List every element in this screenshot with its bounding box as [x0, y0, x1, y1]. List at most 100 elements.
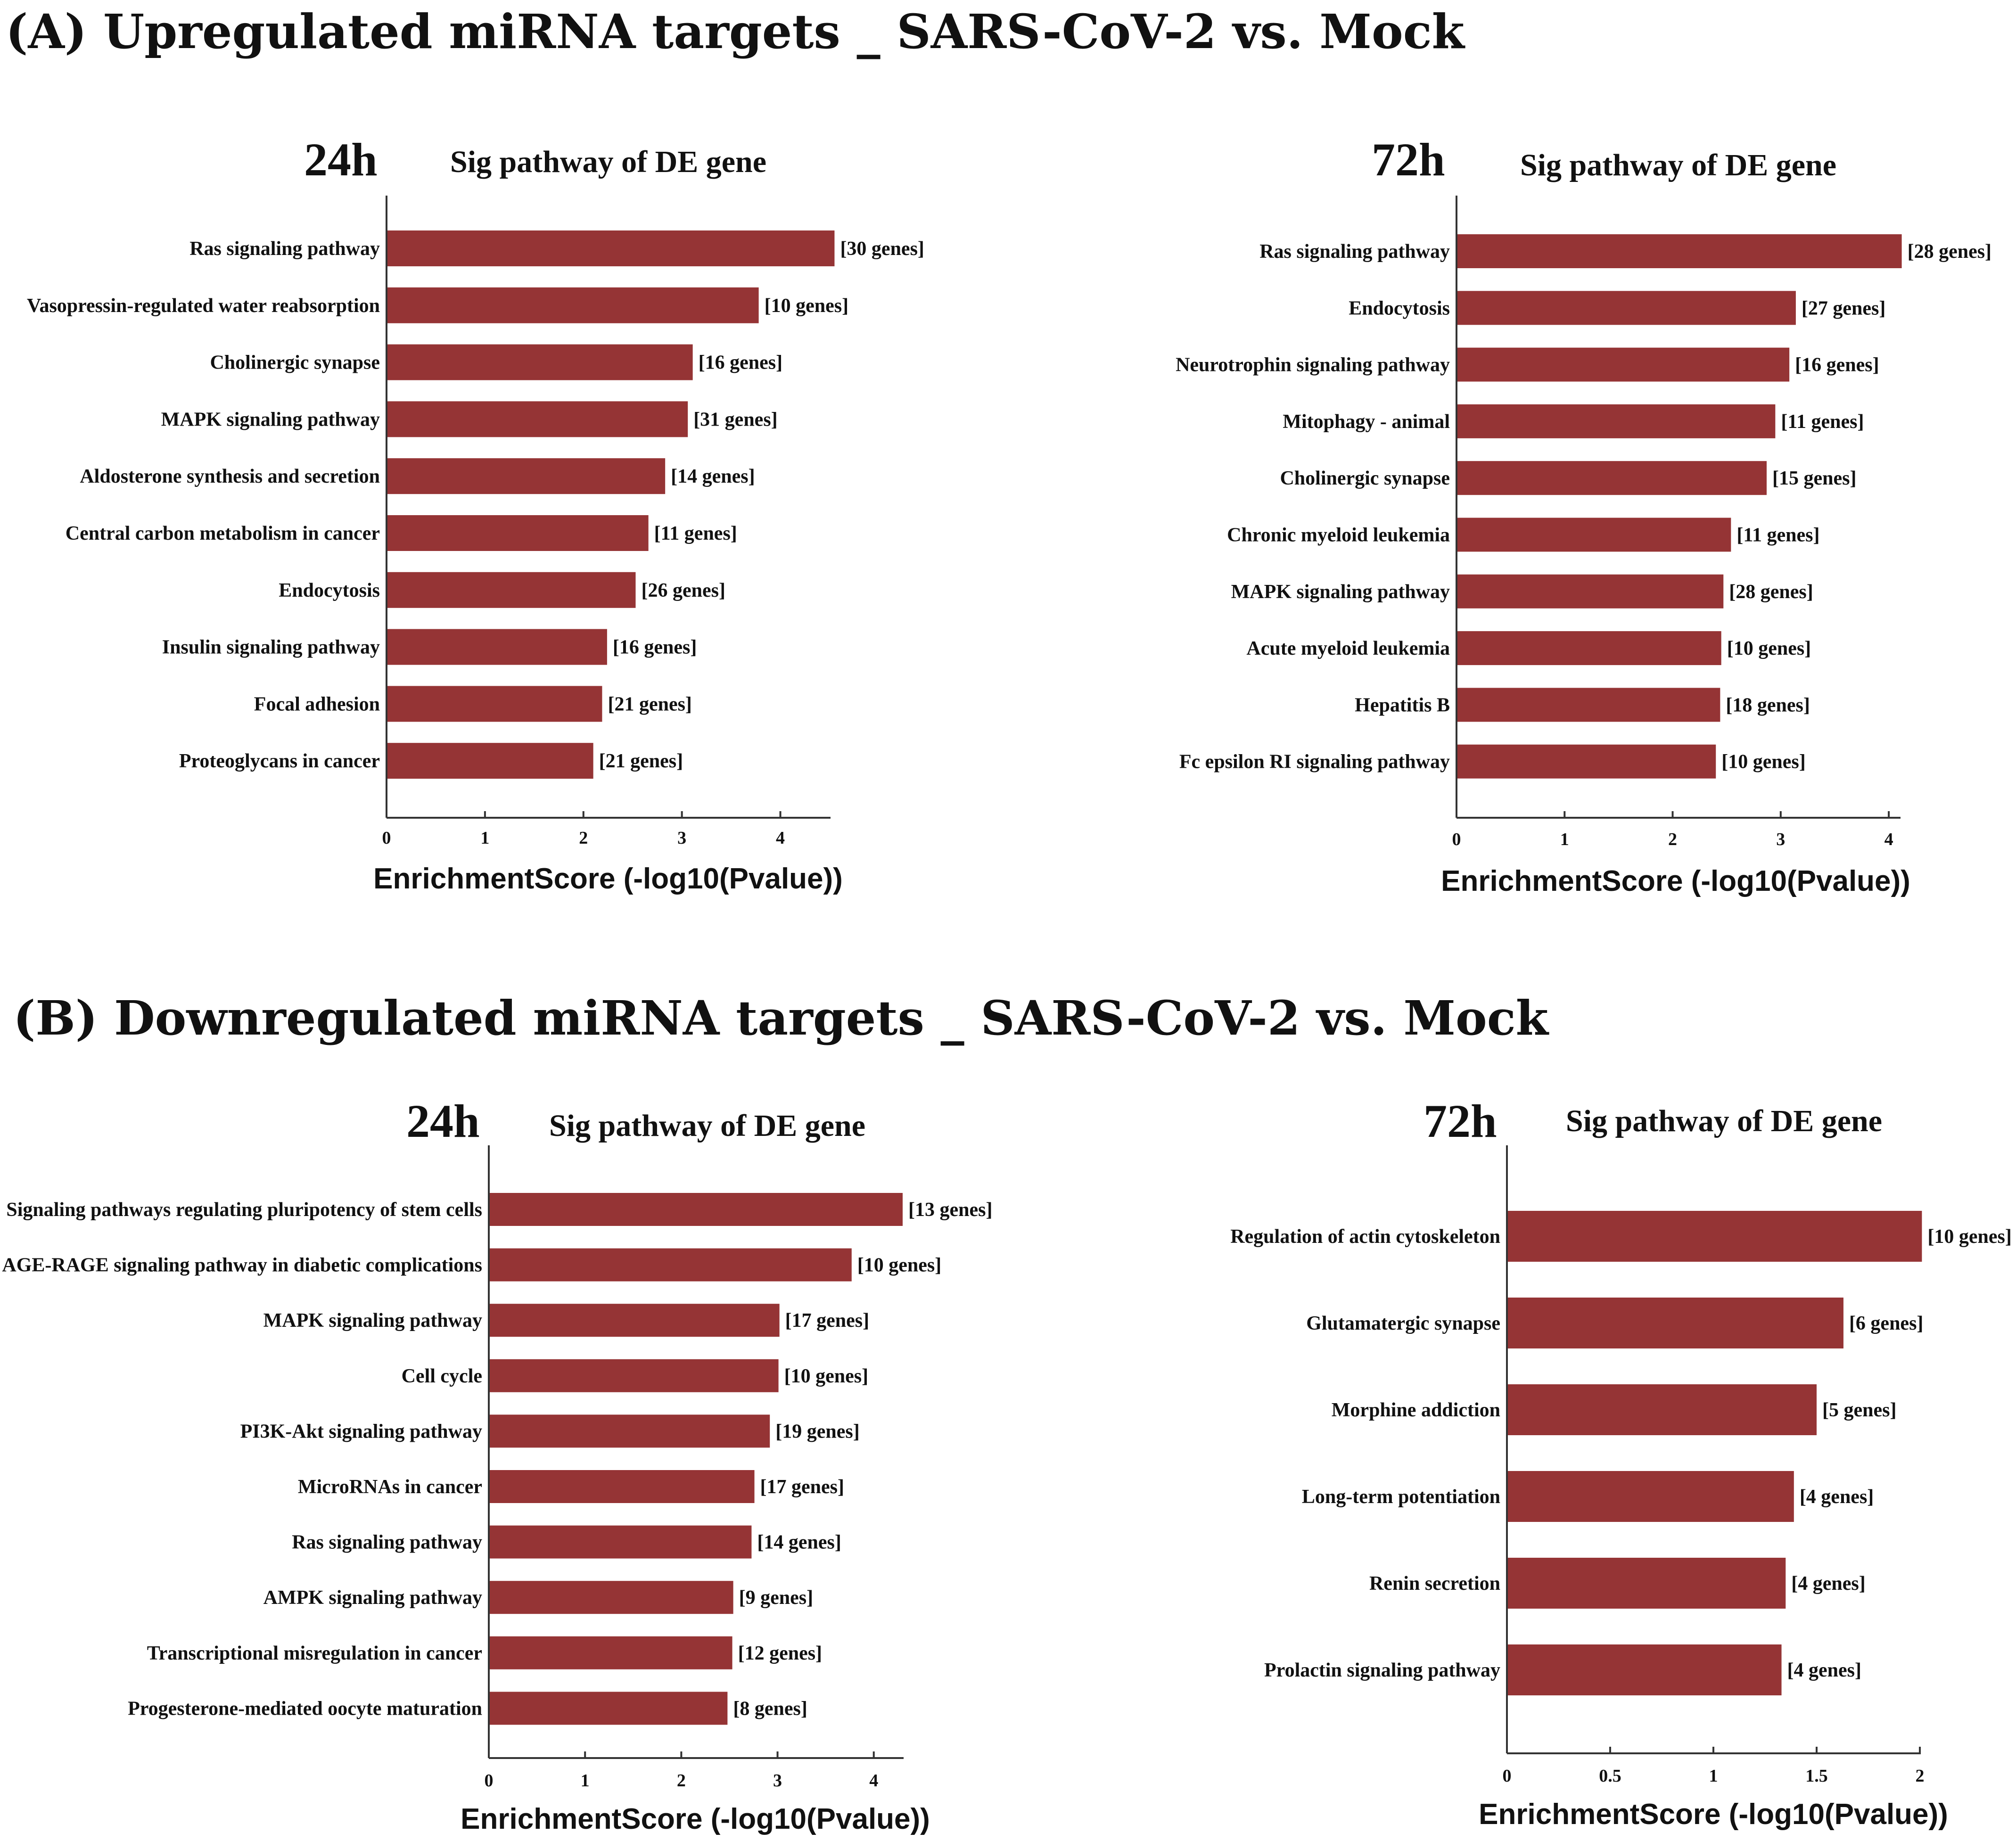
bar [387, 401, 688, 437]
bar [490, 1304, 780, 1337]
bar [1508, 1298, 1843, 1348]
bar [387, 458, 666, 494]
data-label: [21 genes] [608, 693, 691, 715]
bar [387, 230, 835, 266]
bar [387, 344, 693, 380]
bar [1457, 574, 1724, 608]
bar [387, 287, 759, 323]
data-label: [26 genes] [641, 580, 725, 601]
chart-title: Sig pathway of DE gene [450, 145, 766, 179]
bar [387, 629, 607, 665]
category-label: Focal adhesion [254, 693, 380, 715]
bar [1508, 1384, 1817, 1435]
category-label: Prolactin signaling pathway [1264, 1660, 1500, 1681]
bar [490, 1636, 732, 1669]
category-label: PI3K-Akt signaling pathway [240, 1421, 482, 1442]
data-label: [8 genes] [733, 1698, 807, 1719]
x-tick-label: 2 [1668, 830, 1677, 849]
bar [490, 1470, 755, 1503]
category-label: Cell cycle [402, 1365, 482, 1387]
category-label: Cholinergic synapse [1280, 468, 1450, 489]
x-tick-label: 2 [579, 828, 588, 848]
category-label: Acute myeloid leukemia [1246, 638, 1450, 659]
bar [387, 686, 602, 722]
category-label: Insulin signaling pathway [162, 637, 380, 658]
bar [387, 743, 593, 779]
data-label: [16 genes] [613, 637, 697, 658]
bar [1457, 688, 1720, 722]
bar [490, 1692, 728, 1725]
bar [1457, 461, 1767, 495]
x-tick-label: 2 [677, 1771, 686, 1791]
category-label: Regulation of actin cytoskeleton [1230, 1226, 1500, 1248]
bar [1457, 234, 1902, 268]
category-label: Progesterone-mediated oocyte maturation [128, 1698, 482, 1719]
chart-time-label: 72h [1424, 1095, 1497, 1147]
bar [1457, 347, 1790, 382]
chart-time-label: 24h [304, 133, 378, 186]
bar [1508, 1211, 1922, 1262]
x-tick-label: 4 [776, 828, 785, 848]
bar [1457, 518, 1731, 552]
category-label: Endocytosis [279, 580, 380, 601]
x-tick-label: 1.5 [1805, 1766, 1828, 1786]
x-tick-label: 0 [485, 1771, 494, 1791]
x-tick-label: 1 [480, 828, 489, 848]
data-label: [27 genes] [1802, 297, 1885, 319]
category-label: Ras signaling pathway [1259, 241, 1450, 263]
data-label: [11 genes] [1736, 525, 1819, 546]
data-label: [10 genes] [1727, 638, 1811, 659]
x-tick-label: 0.5 [1599, 1766, 1621, 1786]
bar [490, 1414, 770, 1448]
bar [1508, 1471, 1794, 1522]
category-label: Long-term potentiation [1302, 1486, 1500, 1508]
bar [490, 1359, 779, 1392]
data-label: [6 genes] [1849, 1313, 1923, 1334]
chart-down-24h: 24h Sig pathway of DE gene EnrichmentSco… [2, 1095, 992, 1835]
category-label: Vasopressin-regulated water reabsorption [27, 295, 380, 317]
category-label: Transcriptional misregulation in cancer [147, 1643, 482, 1664]
x-axis-title: EnrichmentScore (-log10(Pvalue)) [461, 1803, 930, 1835]
section-b-title: (B) Downregulated miRNA targets _ SARS-C… [13, 990, 1549, 1046]
data-label: [21 genes] [599, 750, 683, 772]
category-label: Hepatitis B [1355, 694, 1450, 716]
bar [1508, 1644, 1782, 1695]
category-label: MAPK signaling pathway [263, 1310, 482, 1331]
x-tick-label: 1 [581, 1771, 590, 1791]
x-tick-label: 1 [1709, 1766, 1718, 1786]
data-label: [12 genes] [738, 1643, 822, 1664]
data-label: [19 genes] [775, 1421, 859, 1442]
data-label: [31 genes] [693, 409, 777, 430]
category-label: Ras signaling pathway [189, 238, 380, 260]
x-tick-label: 0 [1452, 830, 1461, 849]
data-label: [9 genes] [739, 1587, 813, 1609]
data-label: [28 genes] [1908, 241, 1991, 263]
x-tick-label: 4 [1884, 830, 1893, 849]
data-label: [4 genes] [1800, 1486, 1874, 1508]
data-label: [4 genes] [1791, 1573, 1865, 1594]
data-label: [10 genes] [765, 295, 848, 317]
data-label: [10 genes] [1721, 751, 1805, 773]
data-label: [11 genes] [654, 523, 737, 544]
data-label: [11 genes] [1781, 411, 1864, 433]
category-label: AMPK signaling pathway [263, 1587, 482, 1609]
category-label: MicroRNAs in cancer [298, 1476, 482, 1498]
chart-title: Sig pathway of DE gene [1566, 1104, 1882, 1138]
bar [1457, 631, 1721, 666]
data-label: [28 genes] [1729, 581, 1813, 603]
data-label: [16 genes] [1795, 354, 1879, 376]
chart-up-72h: 72h Sig pathway of DE gene EnrichmentSco… [1176, 133, 1991, 897]
category-label: MAPK signaling pathway [161, 409, 380, 430]
x-axis-title: EnrichmentScore (-log10(Pvalue)) [1441, 865, 1910, 897]
data-label: [18 genes] [1726, 694, 1810, 716]
category-label: Morphine addiction [1332, 1399, 1500, 1421]
data-label: [10 genes] [857, 1255, 941, 1276]
category-label: Proteoglycans in cancer [179, 750, 380, 772]
data-label: [5 genes] [1822, 1399, 1896, 1421]
chart-time-label: 24h [406, 1095, 480, 1147]
data-label: [16 genes] [699, 352, 782, 374]
chart-up-24h: 24h Sig pathway of DE gene EnrichmentSco… [27, 133, 924, 895]
data-label: [10 genes] [1927, 1226, 2011, 1248]
x-tick-label: 1 [1560, 830, 1569, 849]
